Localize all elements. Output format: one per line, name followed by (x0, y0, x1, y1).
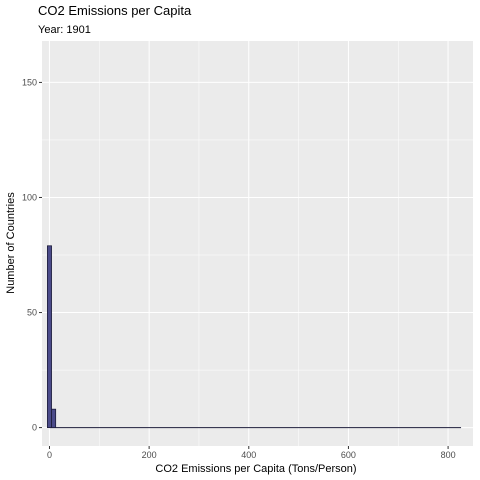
x-tick-label: 200 (142, 450, 157, 460)
x-tick-label: 400 (241, 450, 256, 460)
y-tick-label: 50 (27, 308, 37, 318)
y-tick-label: 150 (22, 77, 37, 87)
plot-panel (42, 41, 473, 446)
histogram-bars (47, 245, 462, 429)
histogram-bar (47, 245, 52, 428)
x-tick-label: 800 (441, 450, 456, 460)
chart-title: CO2 Emissions per Capita (38, 3, 192, 18)
minor-gridlines (42, 41, 473, 446)
y-axis: 0 50 100 150 (22, 77, 42, 433)
y-tick-label: 100 (22, 192, 37, 202)
x-axis: 0 200 400 600 800 (47, 446, 456, 460)
chart-subtitle: Year: 1901 (38, 24, 91, 36)
x-tick-label: 0 (47, 450, 52, 460)
histogram-bar (51, 408, 57, 428)
y-axis-title: Number of Countries (5, 192, 17, 294)
x-tick-label: 600 (341, 450, 356, 460)
y-tick-label: 0 (32, 423, 37, 433)
x-axis-title: CO2 Emissions per Capita (Tons/Person) (155, 463, 356, 475)
